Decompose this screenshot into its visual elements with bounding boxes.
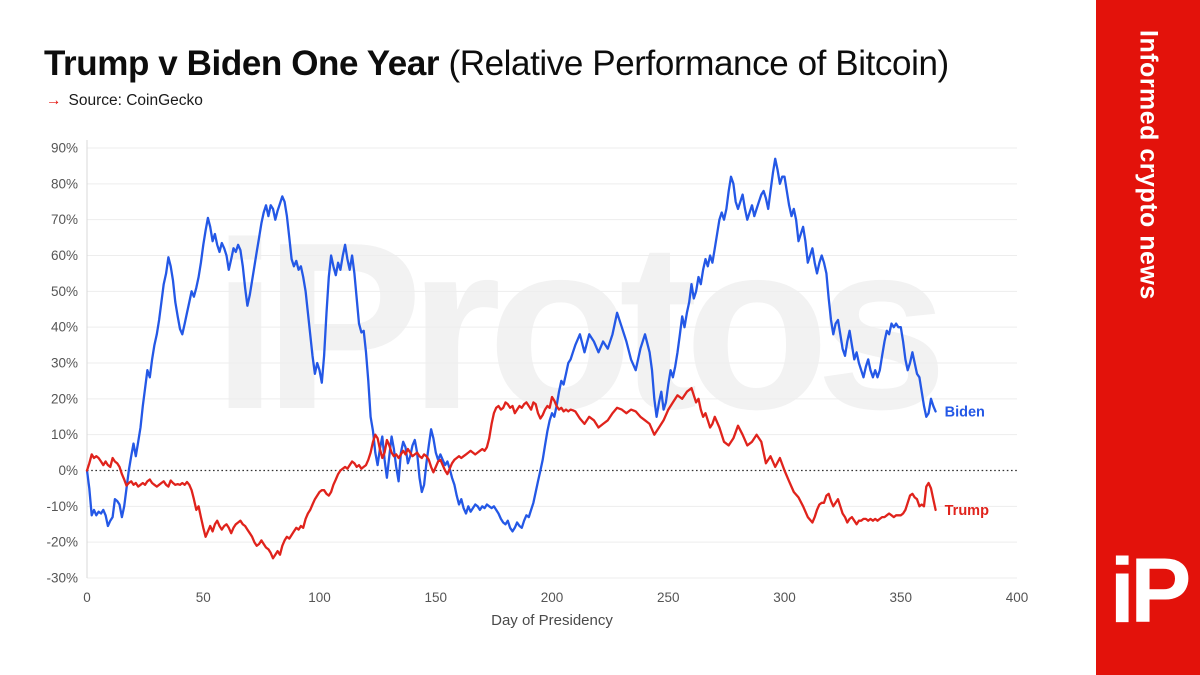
source-text: Source: CoinGecko [68,92,203,109]
x-axis-title: Day of Presidency [491,612,613,629]
x-tick-label: 300 [773,590,796,605]
x-tick-label: 350 [889,590,912,605]
x-tick-label: 50 [196,590,211,605]
trump-line [85,386,937,560]
biden-series-label: Biden [945,404,985,420]
y-tick-label: 50% [51,284,78,299]
title-main: Trump v Biden One Year [44,44,440,83]
chart-card: Trump v Biden One Year (Relative Perform… [44,44,1044,629]
source-line: → Source: CoinGecko [46,92,203,110]
arrow-right-icon: → [46,92,62,109]
y-tick-label: 0% [58,463,78,478]
y-tick-label: -30% [46,571,78,586]
banner-tagline: Informed crypto news [1134,30,1163,300]
performance-line-chart: 90% 80% 70% 60% 50% 40% 30% 20% 10% 0% -10% -20% -30… [46,140,1029,605]
page-title: Trump v Biden One Year (Relative Perform… [44,44,1044,84]
x-tick-label: 150 [424,590,447,605]
y-tick-label: 70% [51,212,78,227]
y-tick-label: 90% [51,141,78,156]
x-tick-label: 100 [308,590,331,605]
x-tick-label: 400 [1006,590,1029,605]
y-tick-label: 40% [51,320,78,335]
y-tick-label: 20% [51,391,78,406]
y-tick-label: -10% [46,499,78,514]
brand-banner: Informed crypto news iP [1096,0,1200,675]
y-tick-label: 80% [51,176,78,191]
protos-watermark: iProtos [212,194,948,459]
x-tick-label: 200 [541,590,564,605]
x-tick-label: 0 [83,590,91,605]
title-sub: (Relative Performance of Bitcoin) [439,44,949,83]
trump-series-label: Trump [945,503,989,519]
biden-line [85,157,937,533]
y-tick-label: -20% [46,535,78,550]
y-tick-label: 10% [51,427,78,442]
x-tick-label: 250 [657,590,680,605]
y-tick-label: 60% [51,248,78,263]
protos-logo: iP [1109,540,1192,642]
y-tick-label: 30% [51,356,78,371]
